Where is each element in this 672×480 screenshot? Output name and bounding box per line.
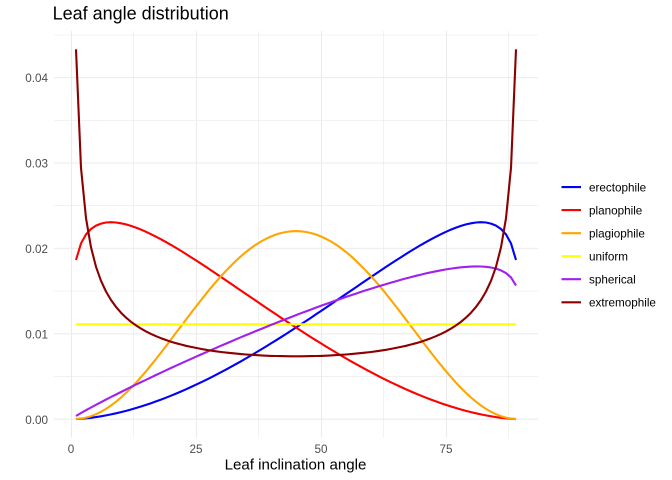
svg-text:Leaf inclination angle: Leaf inclination angle [225,456,367,473]
svg-text:75: 75 [439,443,453,456]
svg-text:25: 25 [189,443,203,456]
svg-text:uniform: uniform [589,250,628,263]
svg-text:0.00: 0.00 [25,414,48,427]
svg-text:planophile: planophile [589,204,642,217]
svg-text:50: 50 [314,443,328,456]
svg-text:0.03: 0.03 [25,158,48,171]
svg-text:0: 0 [68,443,75,456]
svg-text:0.04: 0.04 [25,72,48,85]
svg-text:0.01: 0.01 [25,328,48,341]
svg-text:spherical: spherical [589,273,636,286]
svg-text:Leaf angle distribution: Leaf angle distribution [53,4,229,24]
svg-text:erectophile: erectophile [589,181,646,194]
svg-text:0.02: 0.02 [25,243,48,256]
svg-text:plagiophile: plagiophile [589,227,645,240]
svg-text:extremophile: extremophile [589,297,656,310]
